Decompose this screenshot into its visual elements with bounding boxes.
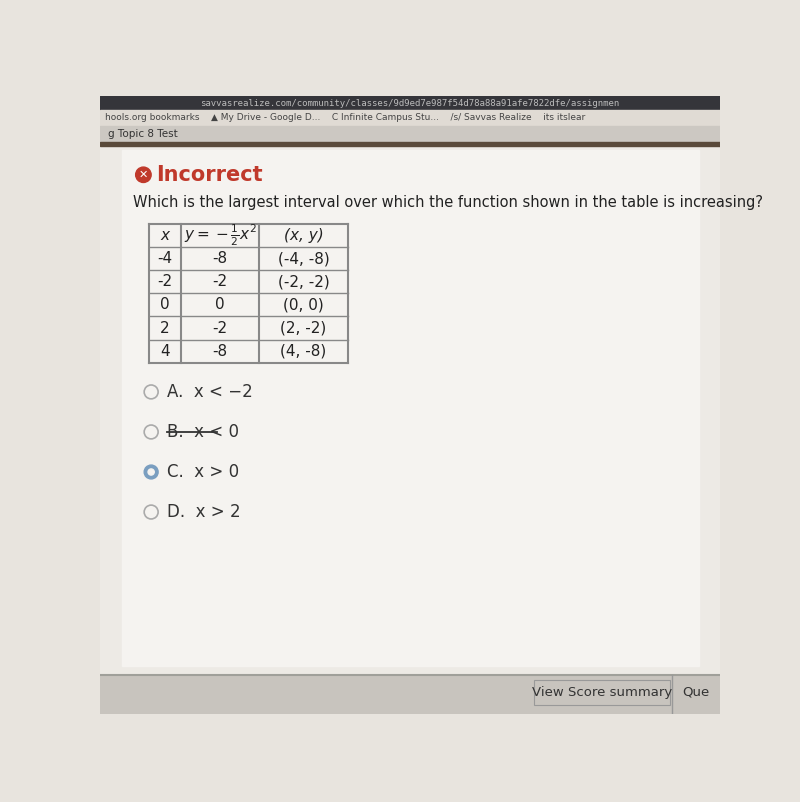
Text: View Score summary: View Score summary	[532, 686, 672, 699]
Text: (2, -2): (2, -2)	[280, 321, 326, 335]
Circle shape	[148, 469, 154, 475]
Bar	[534, 680, 670, 704]
Text: g Topic 8 Test: g Topic 8 Test	[108, 129, 178, 139]
Bar	[100, 110, 720, 125]
Circle shape	[144, 465, 158, 479]
Text: 0: 0	[160, 298, 170, 313]
Text: B.  x < 0: B. x < 0	[166, 423, 238, 441]
Text: savvasrealize.com/community/classes/9d9ed7e987f54d78a88a91afe7822dfe/assignmen: savvasrealize.com/community/classes/9d9e…	[200, 99, 620, 107]
Text: C.  x > 0: C. x > 0	[166, 463, 238, 481]
Bar	[100, 143, 720, 146]
Text: (-4, -8): (-4, -8)	[278, 251, 330, 266]
Bar	[100, 125, 720, 143]
Circle shape	[136, 167, 151, 183]
Text: 0: 0	[215, 298, 225, 313]
Text: -2: -2	[213, 274, 228, 290]
Text: ✕: ✕	[138, 170, 148, 180]
Bar	[100, 675, 720, 714]
Text: hools.org bookmarks    ▲ My Drive - Google D...    C Infinite Campus Stu...    /: hools.org bookmarks ▲ My Drive - Google …	[106, 113, 586, 122]
Text: -2: -2	[158, 274, 173, 290]
Text: -4: -4	[158, 251, 173, 266]
Text: (4, -8): (4, -8)	[280, 343, 326, 358]
Text: $y = -\frac{1}{2}x^2$: $y = -\frac{1}{2}x^2$	[184, 223, 257, 249]
Text: -8: -8	[213, 251, 228, 266]
Text: 2: 2	[160, 321, 170, 335]
Text: Que: Que	[682, 686, 710, 699]
Text: D.  x > 2: D. x > 2	[166, 503, 240, 521]
Text: 4: 4	[160, 343, 170, 358]
Text: Incorrect: Incorrect	[156, 164, 262, 184]
Text: (-2, -2): (-2, -2)	[278, 274, 330, 290]
Bar	[100, 96, 720, 110]
Text: (x, y): (x, y)	[283, 228, 323, 243]
Text: A.  x < −2: A. x < −2	[166, 383, 253, 401]
Text: (0, 0): (0, 0)	[283, 298, 324, 313]
Text: x: x	[161, 228, 170, 243]
Bar	[122, 150, 699, 666]
Text: Which is the largest interval over which the function shown in the table is incr: Which is the largest interval over which…	[133, 195, 762, 210]
Text: -2: -2	[213, 321, 228, 335]
Text: -8: -8	[213, 343, 228, 358]
